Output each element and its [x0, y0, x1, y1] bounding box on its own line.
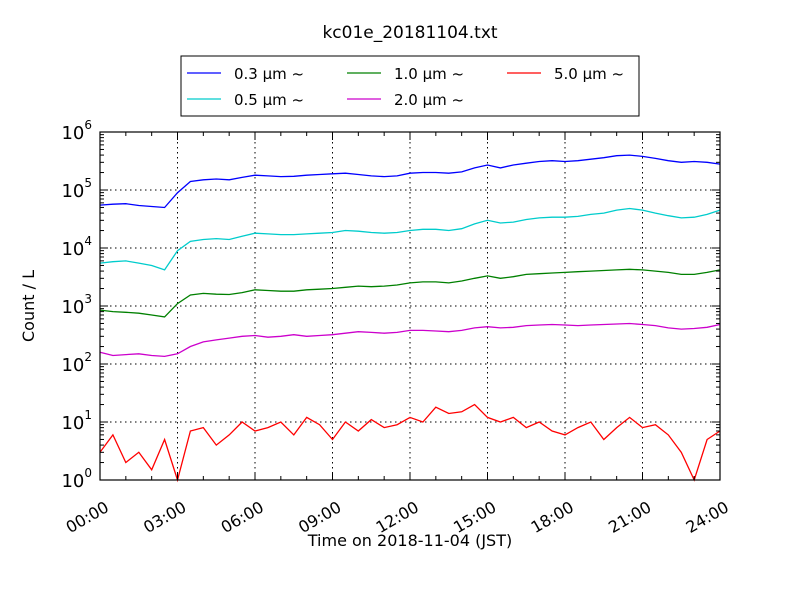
x-tick-label: 18:00	[528, 497, 577, 537]
x-tick-label: 06:00	[218, 497, 267, 537]
legend-label: 2.0 μm ~	[394, 91, 464, 109]
grid	[100, 132, 720, 480]
x-axis-label: Time on 2018-11-04 (JST)	[307, 531, 512, 550]
series-line	[99, 322, 721, 358]
y-tick-labels: 100 101 102 103 104 105 106	[61, 118, 92, 492]
y-axis-label: Count / L	[19, 270, 38, 342]
x-tick-label: 03:00	[140, 497, 189, 537]
x-tick-label: 21:00	[605, 497, 654, 537]
x-tick-label: 24:00	[683, 497, 732, 537]
y-tick-label: 101	[61, 408, 92, 434]
legend-label: 5.0 μm ~	[554, 65, 624, 83]
y-tick-label: 104	[61, 234, 92, 260]
series-line	[99, 207, 721, 271]
y-tick-label: 100	[61, 466, 92, 492]
axis-ticks	[99, 131, 721, 481]
series-line	[99, 403, 721, 483]
legend-label: 1.0 μm ~	[394, 65, 464, 83]
legend-label: 0.3 μm ~	[234, 65, 304, 83]
series-lines	[99, 154, 721, 483]
y-tick-label: 102	[61, 350, 92, 376]
y-tick-label: 106	[61, 118, 92, 144]
series-line	[99, 268, 721, 318]
legend: 0.3 μm ~ 0.5 μm ~ 1.0 μm ~ 2.0 μm ~ 5.0 μm ~	[180, 55, 640, 117]
series-line	[99, 154, 721, 209]
y-tick-label: 105	[61, 176, 92, 202]
y-tick-label: 103	[61, 292, 92, 318]
legend-label: 0.5 μm ~	[234, 91, 304, 109]
x-tick-label: 00:00	[63, 497, 112, 537]
chart-title: kc01e_20181104.txt	[322, 23, 497, 43]
